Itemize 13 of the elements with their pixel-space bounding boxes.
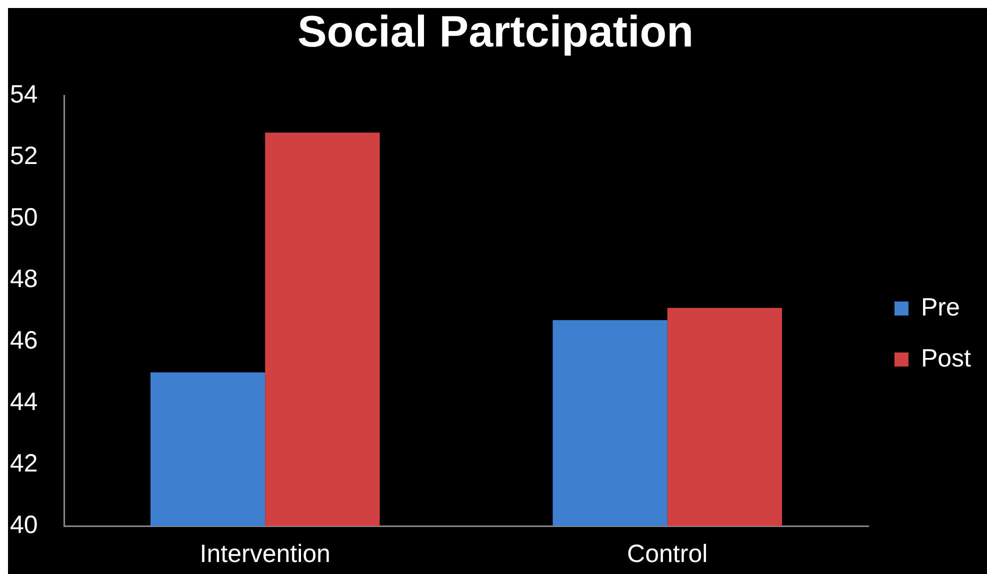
legend-label: Post bbox=[920, 344, 972, 372]
y-tick-label: 48 bbox=[10, 265, 38, 294]
y-tick-label: 42 bbox=[10, 449, 38, 478]
legend-label: Pre bbox=[920, 293, 960, 322]
y-tick-label: 46 bbox=[10, 326, 38, 355]
y-tick-label: 54 bbox=[10, 80, 38, 109]
y-tick-label: 50 bbox=[10, 204, 38, 232]
x-tick-label: Intervention bbox=[200, 540, 330, 568]
y-tick-label: 44 bbox=[10, 388, 38, 416]
x-tick-label: Control bbox=[627, 540, 708, 568]
y-tick-label: 40 bbox=[10, 510, 38, 539]
chart-title: Social Partcipation bbox=[297, 8, 694, 57]
y-tick-label: 52 bbox=[10, 142, 38, 170]
